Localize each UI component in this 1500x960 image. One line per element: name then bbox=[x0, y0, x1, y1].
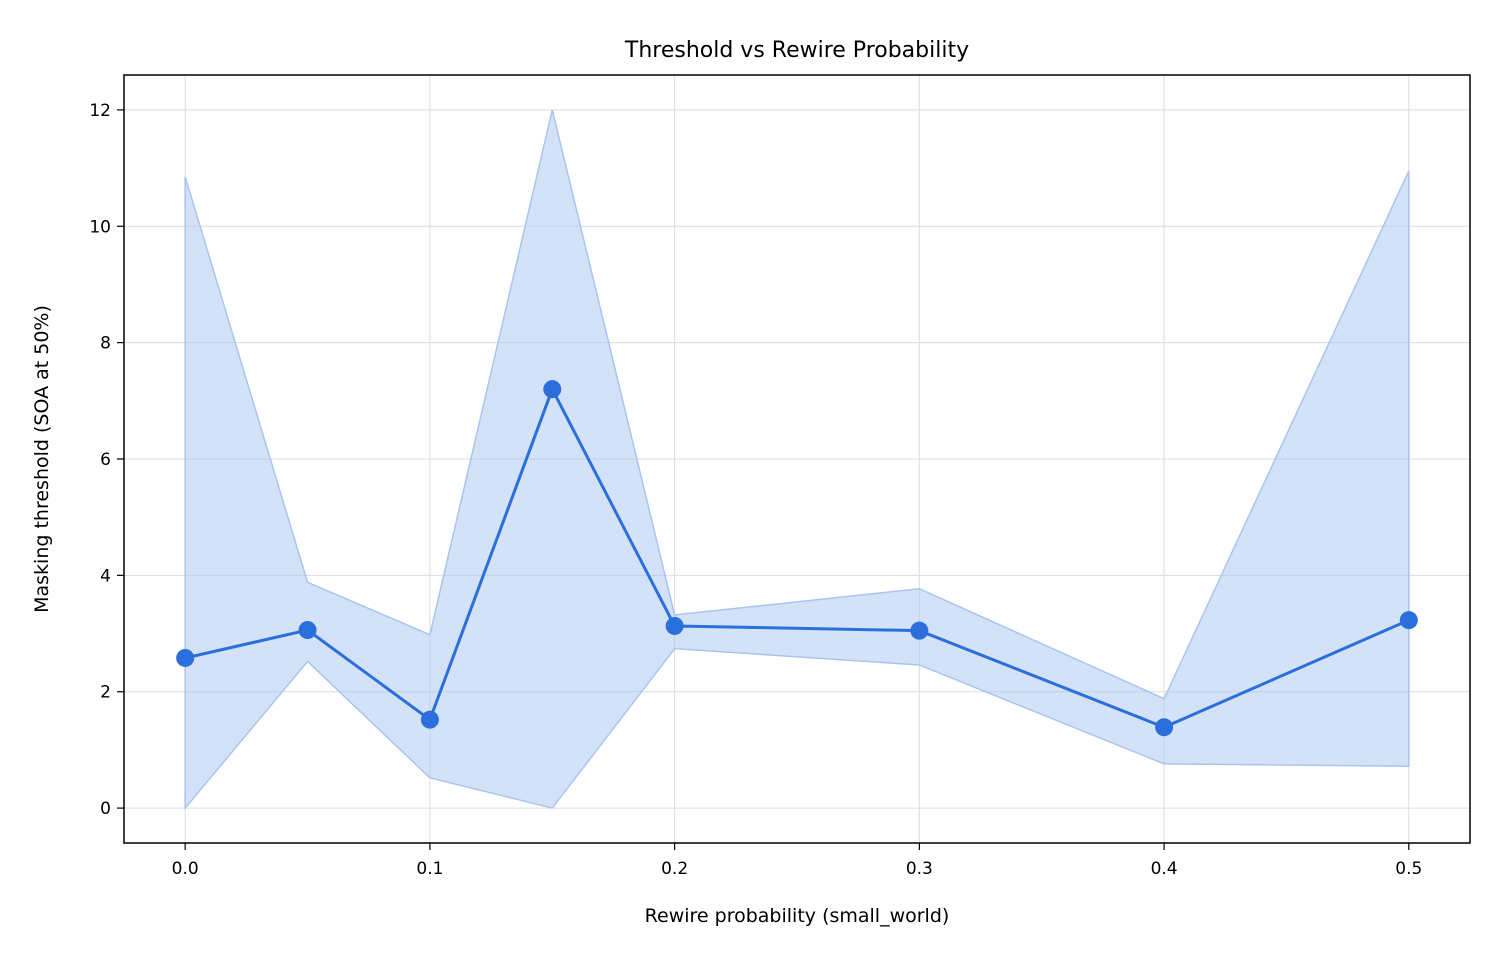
data-point bbox=[665, 616, 684, 635]
y-tick-label: 8 bbox=[100, 334, 111, 354]
y-tick-label: 0 bbox=[100, 799, 111, 819]
y-tick-label: 12 bbox=[89, 101, 111, 121]
y-axis-ticks: 0 2 4 6 8 10 12 bbox=[89, 101, 124, 819]
x-tick-label: 0.4 bbox=[1151, 859, 1178, 879]
y-axis-label: Masking threshold (SOA at 50%) bbox=[31, 305, 53, 613]
data-point bbox=[910, 621, 929, 640]
x-tick-label: 0.0 bbox=[172, 859, 199, 879]
confidence-band bbox=[184, 109, 1410, 811]
data-points bbox=[176, 380, 1418, 737]
data-point bbox=[1399, 611, 1418, 630]
data-point bbox=[420, 710, 439, 729]
x-tick-label: 0.3 bbox=[906, 859, 933, 879]
x-axis-label: Rewire probability (small_world) bbox=[645, 905, 950, 927]
x-tick-label: 0.2 bbox=[661, 859, 688, 879]
y-tick-label: 2 bbox=[100, 683, 111, 703]
y-tick-label: 4 bbox=[100, 566, 111, 586]
data-point bbox=[176, 648, 195, 667]
chart-title: Threshold vs Rewire Probability bbox=[624, 38, 969, 63]
confidence-band-area bbox=[184, 109, 1410, 811]
data-point bbox=[298, 621, 317, 640]
data-point bbox=[543, 380, 562, 399]
x-tick-label: 0.1 bbox=[416, 859, 443, 879]
y-tick-label: 10 bbox=[89, 217, 111, 237]
y-tick-label: 6 bbox=[100, 450, 111, 470]
x-tick-label: 0.5 bbox=[1395, 859, 1422, 879]
x-axis-ticks: 0.0 0.1 0.2 0.3 0.4 0.5 bbox=[172, 843, 1422, 879]
data-point bbox=[1155, 718, 1174, 737]
series-line bbox=[184, 387, 1410, 729]
series-line-group bbox=[184, 387, 1410, 729]
